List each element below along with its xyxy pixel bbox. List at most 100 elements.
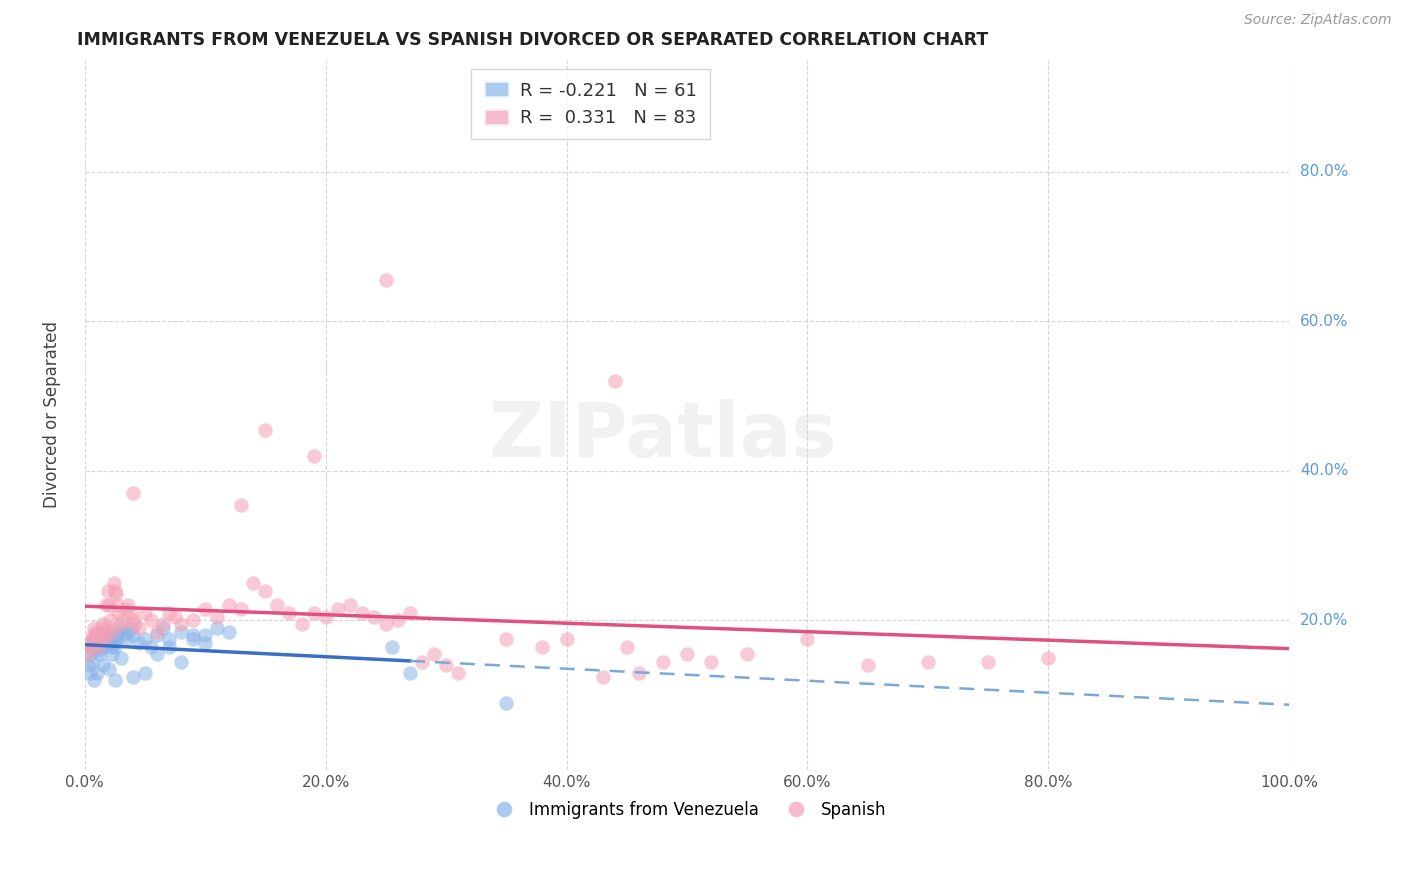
Point (91, 658, 114, 673)
Point (80, 636, 103, 650)
Point (114, 632, 136, 647)
Point (194, 628, 217, 642)
Point (77, 658, 100, 673)
Point (89, 647, 111, 661)
Point (735, 647, 758, 661)
Point (266, 599, 288, 613)
Point (87, 640, 110, 654)
Point (495, 696, 517, 710)
Point (105, 587, 128, 601)
Point (302, 449, 325, 463)
Point (94, 636, 117, 650)
Point (170, 655, 193, 669)
Point (110, 621, 132, 635)
Point (411, 655, 433, 669)
Point (100, 640, 122, 654)
Point (83, 632, 105, 647)
Point (302, 606, 325, 620)
Point (128, 636, 150, 650)
Point (592, 669, 614, 683)
Point (218, 624, 240, 639)
Point (107, 606, 129, 620)
Point (80, 632, 103, 647)
Point (117, 624, 139, 639)
Point (89, 632, 111, 647)
Point (205, 609, 228, 624)
Point (112, 614, 135, 628)
Point (82, 643, 104, 657)
Point (181, 632, 204, 647)
Point (87, 640, 110, 654)
Point (86, 636, 108, 650)
Point (117, 599, 139, 613)
Point (278, 606, 301, 620)
Point (105, 628, 128, 642)
Point (101, 624, 124, 639)
Y-axis label: Divorced or Separated: Divorced or Separated (44, 321, 60, 508)
Point (157, 640, 180, 654)
Point (97, 583, 120, 598)
Point (134, 665, 156, 680)
Point (194, 636, 217, 650)
Point (83, 673, 105, 688)
Point (96, 599, 118, 613)
Point (114, 602, 136, 616)
Point (447, 665, 470, 680)
Text: 40.0%: 40.0% (1301, 463, 1348, 478)
Point (107, 624, 129, 639)
Point (83, 621, 105, 635)
Point (555, 632, 578, 647)
Point (86, 636, 108, 650)
Point (120, 621, 142, 635)
Point (218, 599, 240, 613)
Point (91, 617, 114, 632)
Point (104, 673, 127, 688)
Text: Source: ZipAtlas.com: Source: ZipAtlas.com (1244, 13, 1392, 28)
Text: 80.0%: 80.0% (1301, 164, 1348, 179)
Point (434, 658, 457, 673)
Point (98, 636, 121, 650)
Point (86, 665, 108, 680)
Point (90, 621, 112, 635)
Point (105, 599, 128, 613)
Point (350, 606, 373, 620)
Point (79, 640, 101, 654)
Point (170, 617, 193, 632)
Legend: Immigrants from Venezuela, Spanish: Immigrants from Venezuela, Spanish (481, 794, 893, 826)
Point (326, 602, 349, 616)
Point (104, 583, 127, 598)
Point (616, 640, 638, 654)
Point (90, 640, 112, 654)
Point (80, 655, 103, 669)
Text: ZIPatlas: ZIPatlas (488, 399, 837, 473)
Point (381, 640, 404, 654)
Point (122, 486, 145, 500)
Point (110, 617, 132, 632)
Point (120, 606, 142, 620)
Point (495, 632, 517, 647)
Point (205, 621, 228, 635)
Point (104, 640, 127, 654)
Point (94, 632, 117, 647)
Point (96, 624, 118, 639)
Text: 20.0%: 20.0% (1301, 613, 1348, 628)
Point (97, 628, 120, 642)
Point (194, 602, 217, 616)
Point (128, 621, 150, 635)
Point (676, 647, 699, 661)
Point (290, 617, 312, 632)
Point (1038, 650, 1060, 665)
Point (146, 647, 169, 661)
Point (399, 665, 422, 680)
Point (110, 650, 132, 665)
Point (103, 576, 125, 591)
Point (97, 632, 120, 647)
Point (387, 614, 409, 628)
Point (651, 655, 673, 669)
Point (374, 273, 396, 287)
Point (157, 606, 180, 620)
Point (101, 647, 124, 661)
Point (105, 632, 128, 647)
Point (399, 606, 422, 620)
Point (77, 647, 100, 661)
